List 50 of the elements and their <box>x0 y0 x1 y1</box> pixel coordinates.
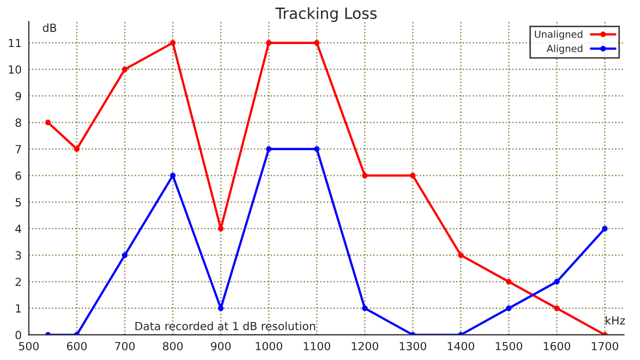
y-tick-label: 11 <box>8 38 21 48</box>
point <box>410 172 416 178</box>
y-tick-label: 4 <box>15 224 22 233</box>
x-tick-label: 1000 <box>256 342 282 350</box>
point <box>554 305 560 312</box>
point <box>554 278 560 284</box>
point <box>170 172 176 178</box>
point <box>170 40 176 46</box>
x-tick-label: 600 <box>66 342 87 350</box>
point <box>266 146 272 152</box>
point <box>45 120 51 126</box>
point <box>458 252 464 258</box>
point <box>122 66 128 72</box>
y-tick-label: 5 <box>16 198 21 206</box>
y-tick-label: 3 <box>16 251 21 260</box>
x-tick-label: 500 <box>19 342 39 350</box>
x-tick-label: 1500 <box>496 342 522 350</box>
x-tick-label: 900 <box>210 342 231 350</box>
x-tick-label: 1200 <box>352 342 378 350</box>
point <box>506 278 512 284</box>
point <box>362 305 368 312</box>
y-tick-label: 10 <box>8 65 22 74</box>
y-axis-title: dB <box>42 23 56 32</box>
x-tick-label: 1300 <box>400 342 426 350</box>
point <box>362 172 368 178</box>
x-axis-title: kHz <box>606 316 625 324</box>
y-tick-label: 1 <box>16 304 21 312</box>
point <box>602 226 608 232</box>
x-tick-label: 1700 <box>592 342 618 350</box>
point <box>314 146 320 152</box>
x-tick-label: 700 <box>115 342 135 350</box>
point <box>122 252 128 258</box>
y-tick-label: 8 <box>16 118 22 127</box>
x-tick-label: 800 <box>162 342 183 350</box>
y-tick-label: 6 <box>16 172 22 180</box>
x-tick-label: 1400 <box>448 342 474 350</box>
chart-title: Tracking Loss <box>275 7 377 22</box>
point <box>506 305 512 312</box>
y-tick-label: 0 <box>16 330 22 340</box>
point <box>314 40 320 46</box>
y-tick-label: 2 <box>16 278 21 286</box>
annotation: Data recorded at 1 dB resolution <box>135 322 316 330</box>
x-tick-label: 1100 <box>304 342 330 350</box>
point <box>266 40 272 46</box>
legend-label: Unaligned <box>534 30 582 40</box>
point <box>74 146 80 152</box>
y-tick-label: 7 <box>16 145 21 154</box>
y-tick-label: 9 <box>15 92 22 100</box>
legend-label: Aligned <box>546 44 582 54</box>
x-tick-label: 1600 <box>544 342 570 350</box>
